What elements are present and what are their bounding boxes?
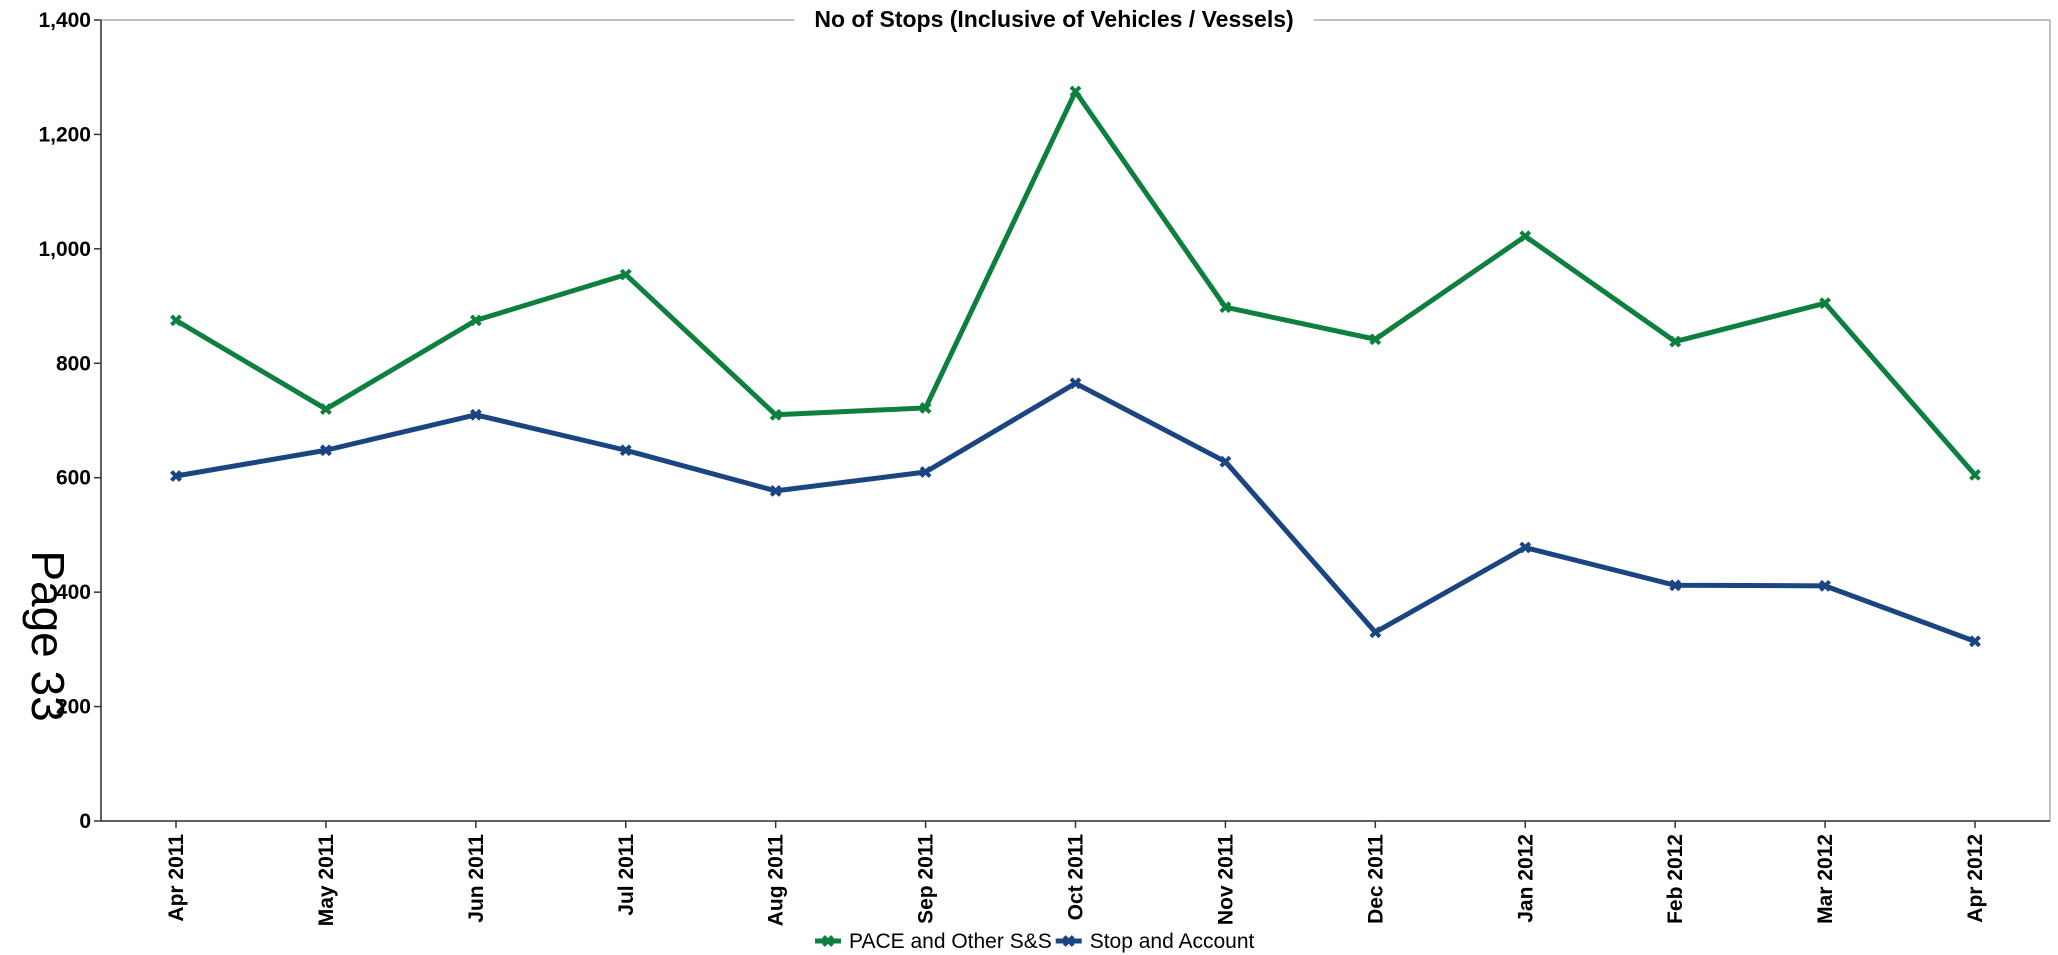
x-tick-label: Sep 2011 — [915, 834, 938, 924]
chart-title: No of Stops (Inclusive of Vehicles / Ves… — [814, 6, 1293, 32]
y-tick-label: 1,400 — [38, 9, 91, 32]
y-tick-label: 1,000 — [38, 238, 91, 261]
data-point-marker — [1819, 297, 1831, 310]
data-point-marker — [1819, 579, 1831, 592]
x-tick-label: Apr 2012 — [1964, 834, 1987, 923]
data-point-marker — [320, 444, 332, 457]
data-point-marker — [769, 408, 782, 421]
chart-title-background — [794, 6, 1314, 36]
chart-axes — [100, 19, 2051, 822]
x-tick-label: Jun 2011 — [465, 834, 488, 923]
data-point-marker — [1519, 541, 1532, 554]
y-tick-label: 400 — [56, 581, 91, 604]
page-number-label: Page 33 — [22, 550, 74, 721]
x-tick-label: Mar 2012 — [1814, 834, 1837, 924]
data-point-marker — [1219, 301, 1232, 314]
chart-legend: PACE and Other S&S Stop and Account — [815, 930, 1255, 953]
x-tick-label: Feb 2012 — [1664, 834, 1687, 924]
legend-item: Stop and Account — [1055, 930, 1255, 953]
y-tick-label: 600 — [56, 467, 91, 490]
data-point-marker — [1969, 468, 1981, 481]
data-point-marker — [469, 314, 482, 327]
data-point-marker — [919, 466, 932, 478]
data-point-marker — [1669, 579, 1682, 592]
legend-marker — [822, 935, 834, 947]
y-tick-label: 200 — [56, 696, 91, 719]
x-axis-ticks: Apr 2011 May 2011 Jun 2011 Jul 2011 Aug 2011… — [165, 821, 1987, 926]
x-tick-label: Apr 2011 — [165, 834, 188, 922]
x-tick-label: May 2011 — [315, 834, 338, 927]
data-point-marker — [919, 401, 932, 414]
data-point-marker — [1069, 85, 1082, 98]
data-point-marker — [170, 470, 182, 482]
x-tick-label: Dec 2011 — [1364, 834, 1387, 924]
x-tick-label: Jul 2011 — [615, 834, 638, 916]
legend-marker — [1062, 935, 1075, 947]
x-tick-label: Jan 2012 — [1514, 834, 1537, 923]
data-point-marker — [619, 444, 632, 457]
y-tick-label: 0 — [79, 810, 91, 833]
data-point-marker — [769, 484, 782, 497]
y-axis-ticks: 0 200 400 600 800 1,000 1,200 1,400 — [38, 9, 101, 833]
y-tick-label: 800 — [56, 352, 91, 375]
data-point-marker — [1669, 335, 1682, 348]
data-point-marker — [1969, 635, 1981, 648]
data-point-marker — [320, 403, 332, 415]
series-pace-and-other-s-s — [170, 85, 1981, 481]
x-tick-label: Oct 2011 — [1065, 834, 1088, 921]
series-lines — [170, 85, 1981, 648]
data-point-marker — [469, 408, 482, 421]
data-point-marker — [1069, 377, 1082, 390]
legend-item: PACE and Other S&S — [815, 930, 1052, 953]
data-point-marker — [1369, 626, 1382, 639]
legend-label: Stop and Account — [1090, 930, 1255, 953]
plot-frame — [100, 19, 2051, 822]
series-line — [174, 89, 1977, 477]
series-line — [175, 380, 1976, 644]
x-tick-label: Aug 2011 — [765, 834, 788, 927]
series-stop-and-account — [170, 377, 1981, 648]
data-point-marker — [1219, 455, 1232, 468]
y-tick-label: 1,200 — [38, 123, 91, 146]
data-point-marker — [1519, 230, 1532, 243]
chart-title-group: No of Stops (Inclusive of Vehicles / Ves… — [794, 6, 1314, 36]
data-point-marker — [170, 314, 182, 327]
data-point-marker — [619, 268, 632, 281]
x-tick-label: Nov 2011 — [1214, 834, 1237, 925]
data-point-marker — [1369, 333, 1382, 346]
legend-label: PACE and Other S&S — [849, 930, 1052, 953]
